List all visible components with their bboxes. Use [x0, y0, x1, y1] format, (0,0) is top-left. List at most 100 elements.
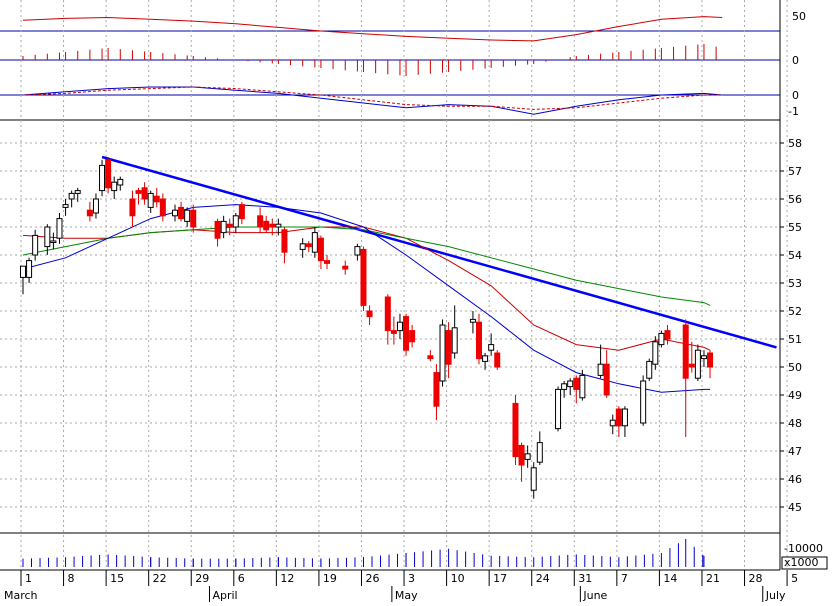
candle — [324, 260, 330, 264]
candle — [74, 190, 81, 194]
candle — [32, 234, 39, 256]
candle — [694, 349, 701, 379]
candle — [682, 324, 689, 379]
candle — [68, 192, 75, 200]
candle — [536, 442, 543, 463]
x-tick-label: 15 — [110, 572, 124, 585]
chart-panels — [20, 16, 777, 567]
candle — [92, 198, 99, 214]
candle — [172, 209, 178, 217]
candle — [135, 190, 142, 194]
candle — [269, 223, 276, 228]
month-label: June — [582, 589, 607, 602]
y-tick-label: 55 — [788, 221, 802, 234]
candle — [153, 195, 160, 203]
macd-line — [22, 86, 723, 115]
x-tick-label: 7 — [621, 572, 628, 585]
candle — [117, 178, 124, 186]
candle — [257, 215, 264, 228]
candle — [99, 164, 106, 192]
candle — [238, 204, 245, 220]
candle — [603, 363, 610, 396]
month-label: April — [212, 589, 237, 602]
candle — [86, 209, 93, 217]
y-tick-label: 52 — [788, 305, 802, 318]
candle — [567, 380, 574, 388]
candle — [433, 372, 440, 407]
candle — [147, 192, 154, 208]
moving-average-line — [22, 226, 711, 306]
candle — [445, 330, 452, 365]
candle — [141, 187, 148, 200]
trendline — [101, 155, 777, 349]
candle — [494, 352, 501, 368]
candle — [409, 330, 416, 343]
candle — [360, 248, 367, 306]
macd-signal-line — [22, 86, 723, 110]
y-tick-label: 54 — [788, 249, 802, 262]
oscillator-line — [22, 16, 723, 42]
candle — [555, 388, 562, 430]
candle — [305, 243, 312, 248]
y-tick-label: 49 — [788, 389, 802, 402]
x-tick-label: 1 — [25, 572, 32, 585]
candle — [263, 220, 270, 231]
x-tick-label: 17 — [493, 572, 507, 585]
x-tick-label: 28 — [749, 572, 763, 585]
candle — [178, 206, 185, 220]
grid-lines — [0, 0, 788, 570]
candle — [488, 344, 495, 351]
month-label: July — [765, 589, 786, 602]
chart-frame — [0, 0, 781, 571]
candle — [159, 198, 166, 217]
x-tick-label: 19 — [323, 572, 337, 585]
candle — [524, 453, 531, 460]
candle — [561, 383, 568, 390]
y-tick-label: 50 — [788, 361, 802, 374]
candle — [530, 467, 537, 491]
y-tick-label: 57 — [788, 165, 802, 178]
y-tick-label: 47 — [788, 445, 802, 458]
candle — [317, 237, 324, 262]
candle — [700, 355, 707, 360]
histogram-tick-label: 0 — [792, 54, 799, 67]
x-tick-label: 10 — [451, 572, 465, 585]
y-tick-label: 53 — [788, 277, 802, 290]
candle — [512, 402, 519, 458]
candle — [390, 330, 397, 334]
y-tick-label: 45 — [788, 501, 802, 514]
moving-average-line — [22, 204, 711, 393]
candle — [707, 352, 714, 368]
moving-average-line — [22, 226, 711, 351]
candle — [111, 181, 118, 192]
candle — [184, 209, 191, 222]
x-tick-label: 8 — [68, 572, 75, 585]
candle — [597, 363, 604, 376]
candle — [384, 296, 391, 332]
candle — [354, 246, 361, 256]
x-tick-label: 29 — [195, 572, 209, 585]
candle — [469, 318, 476, 323]
volume-multiplier-label: x1000 — [784, 556, 819, 569]
candle — [403, 316, 410, 351]
y-tick-label: 58 — [788, 137, 802, 150]
candle — [688, 363, 695, 368]
x-tick-label: 24 — [536, 572, 550, 585]
x-tick-label: 31 — [578, 572, 592, 585]
y-tick-label: 56 — [788, 193, 802, 206]
candle — [299, 243, 306, 250]
candle — [482, 355, 489, 362]
macd-tick-label: -1 — [788, 105, 799, 118]
candle — [476, 321, 482, 360]
candle — [20, 265, 26, 278]
candle — [427, 355, 434, 360]
candle — [281, 229, 288, 253]
month-label: May — [395, 589, 418, 602]
candle — [50, 240, 57, 243]
candle — [658, 332, 665, 346]
y-tick-label: 46 — [788, 473, 802, 486]
candle — [342, 265, 349, 270]
candle — [615, 408, 622, 427]
macd-tick-label: 0 — [792, 89, 799, 102]
